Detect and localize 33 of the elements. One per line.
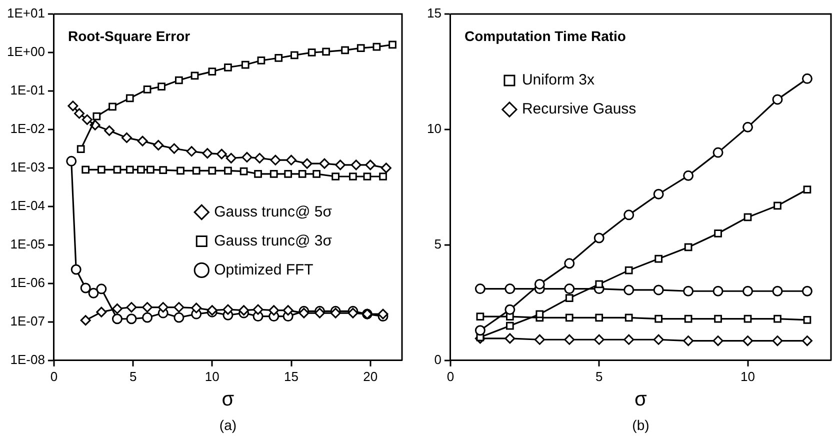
y-tick-label: 1E-07 <box>10 313 45 328</box>
y-tick-label: 1E-05 <box>10 236 45 252</box>
x-tick-label: 5 <box>129 368 137 384</box>
x-axis-title: σ <box>634 388 648 411</box>
x-tick-label: 0 <box>446 368 454 384</box>
legend-label: Uniform 3x <box>522 72 595 89</box>
y-tick-label: 1E-06 <box>10 275 45 290</box>
x-tick-label: 0 <box>50 368 58 384</box>
y-tick-label: 1E-04 <box>10 198 45 214</box>
legend-label: Gauss trunc@ 3σ <box>214 232 333 250</box>
x-tick-label: 10 <box>740 368 755 384</box>
legend-label: Optimized FFT <box>214 261 314 278</box>
y-tick-label: 1E-02 <box>10 121 45 136</box>
legend-label: Gauss trunc@ 5σ <box>214 203 333 220</box>
x-tick-label: 10 <box>204 368 220 384</box>
text: (b) <box>632 417 650 433</box>
x-tick-label: 5 <box>595 368 603 384</box>
text: Computation Time Ratio <box>464 28 626 44</box>
y-tick-label: 1E-03 <box>10 160 45 175</box>
x-tick-label: 15 <box>284 368 298 384</box>
x-tick-label: 20 <box>363 368 378 384</box>
x-axis-title: σ <box>222 388 235 411</box>
y-tick-label: 1E+00 <box>7 44 45 60</box>
y-tick-label: 10 <box>426 121 442 136</box>
y-tick-label: 1E-08 <box>10 352 45 367</box>
text: Root-Square Error <box>68 28 191 44</box>
y-tick-label: 1E-01 <box>10 82 45 98</box>
text: (a) <box>219 417 237 433</box>
legend-label: Recursive Gauss <box>522 100 636 118</box>
y-tick-label: 15 <box>426 6 442 21</box>
y-tick-label: 1E+01 <box>7 6 45 21</box>
y-tick-label: 0 <box>434 352 442 367</box>
y-tick-label: 5 <box>434 236 442 252</box>
